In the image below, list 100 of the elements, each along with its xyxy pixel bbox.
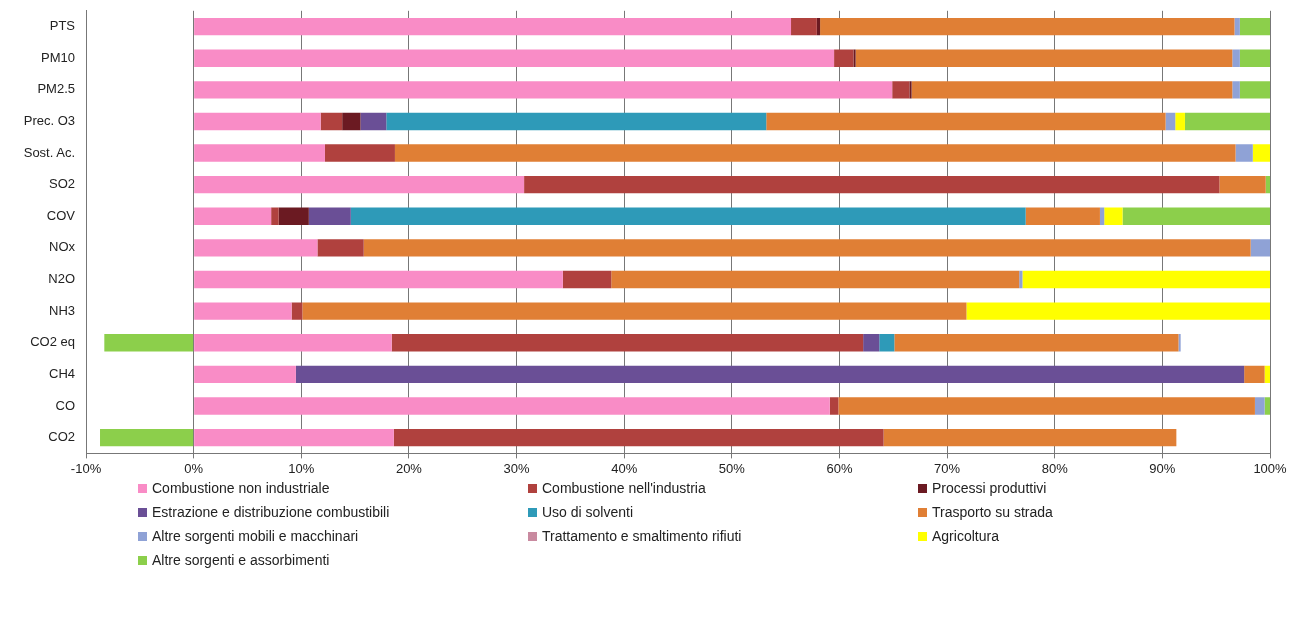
legend-label: Combustione non industriale [152,480,330,496]
x-tick-label: 10% [288,460,315,476]
x-tick-label: 70% [934,460,961,476]
bar [1264,365,1270,384]
bar [342,112,361,131]
bar [295,365,1245,384]
bar [1250,239,1270,257]
bar [194,397,830,415]
bar [883,428,1177,447]
bar [194,49,835,67]
y-tick-label: CH4 [49,365,76,381]
bar [879,334,895,352]
legend-label: Trasporto su strada [932,504,1053,520]
bar [1234,17,1240,36]
bar [271,207,279,225]
x-tick-label: -10% [70,460,102,476]
y-tick-label: Sost. Ac. [23,144,76,160]
bar [194,334,392,352]
bar [194,144,325,162]
bar [1239,49,1270,67]
bar [863,334,880,352]
bar [1022,270,1270,289]
bar [194,175,525,194]
bar [360,112,387,131]
x-tick-label: 20% [395,460,423,476]
legend-label: Combustione nell'industria [542,480,706,496]
y-tick-label: PTS [49,18,76,34]
x-tick-label: 60% [826,460,853,476]
bar [194,270,563,289]
y-tick-label: NH3 [49,302,76,318]
y-tick-label: PM10 [41,49,76,65]
bar [1232,81,1240,99]
x-tick-label: 90% [1149,460,1176,476]
x-tick-label: 0% [184,460,204,476]
legend-label: Agricoltura [932,528,999,544]
bar [855,49,1233,67]
legend-label: Altre sorgenti e assorbimenti [152,552,330,568]
bar [1122,207,1270,225]
bar [194,207,272,225]
bar [317,239,364,257]
bar [562,270,612,289]
bar [1264,397,1270,415]
y-tick-label: Prec. O3 [23,113,76,129]
bar [1019,270,1023,289]
bar [1175,112,1185,131]
legend-label: Processi produttivi [932,480,1047,496]
bar [1252,144,1270,162]
bar [391,334,864,352]
bar [909,81,912,99]
x-tick-label: 40% [611,460,638,476]
bar [766,112,1166,131]
bar [291,302,303,320]
bar [194,428,394,447]
bar [393,428,884,447]
bar [816,17,821,36]
bar [1254,397,1265,415]
x-tick-label: 100% [1253,460,1288,476]
y-tick-label: NOx [49,239,76,255]
bar [524,175,1220,194]
bar [1265,175,1270,194]
y-tick-label: N2O [48,271,76,287]
bar [324,144,395,162]
y-tick-label: PM2.5 [37,81,76,97]
bar [194,302,292,320]
legend-label: Estrazione e distribuzione combustibili [152,504,390,520]
bar [834,49,854,67]
bar [1219,175,1266,194]
bar [1244,365,1265,384]
x-tick-label: 80% [1041,460,1069,476]
bar [1184,112,1270,131]
bar [278,207,309,225]
bar [308,207,351,225]
bar [1239,17,1270,36]
bar [302,302,967,320]
bar [1165,112,1176,131]
bar [194,81,893,99]
bar [966,302,1270,320]
bar [791,17,817,36]
bar [320,112,343,131]
bar [853,49,856,67]
legend-label: Trattamento e smaltimento rifiuti [542,528,742,544]
bar [194,17,792,36]
y-tick-label: CO2 [48,429,76,445]
bar [194,365,296,384]
y-tick-label: SO2 [49,176,76,192]
y-tick-label: CO [55,397,76,413]
bar [1178,334,1181,352]
bar [894,334,1179,352]
bar [829,397,839,415]
bar [386,112,767,131]
bar [104,334,194,352]
bar [838,397,1255,415]
y-tick-label: COV [46,207,76,223]
bar [100,428,194,447]
y-tick-label: CO2 eq [30,334,76,350]
bar [194,112,321,131]
bar [1235,144,1253,162]
bar [1099,207,1105,225]
bar [611,270,1020,289]
bar [1104,207,1123,225]
